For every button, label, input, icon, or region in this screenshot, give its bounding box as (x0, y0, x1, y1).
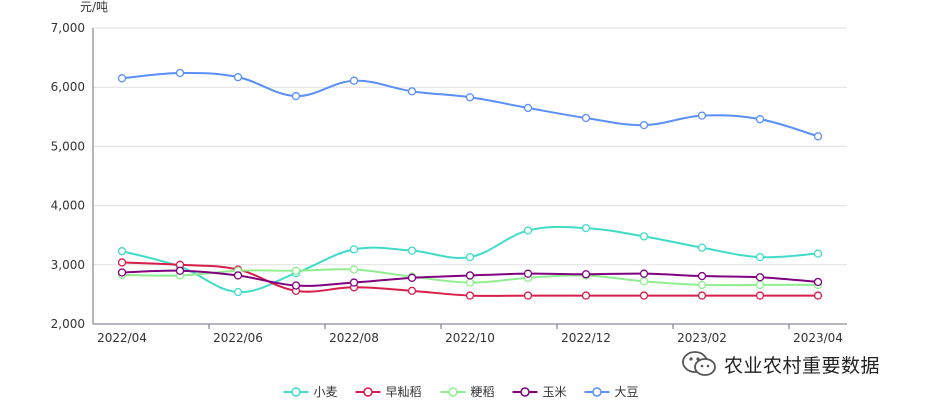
series-4 (117, 266, 823, 290)
data-point[interactable] (233, 72, 243, 82)
y-tick-label: 5,000 (51, 139, 85, 153)
data-point[interactable] (639, 291, 649, 300)
data-point[interactable] (117, 247, 127, 256)
data-point[interactable] (523, 103, 533, 113)
data-point[interactable] (349, 278, 359, 287)
data-point[interactable] (523, 291, 533, 300)
data-point[interactable] (755, 252, 765, 262)
data-point[interactable] (407, 246, 417, 255)
data-point[interactable] (813, 132, 823, 141)
legend-marker (448, 387, 458, 397)
y-tick-label: 3,000 (51, 258, 85, 272)
data-point[interactable] (465, 93, 475, 102)
series-line (121, 71, 819, 138)
y-axis: 2,000 3,000 4,000 5,000 6,000 7,000 (51, 21, 94, 331)
data-point[interactable] (117, 268, 127, 277)
data-point[interactable] (813, 277, 823, 287)
legend-item[interactable]: 大豆 (584, 385, 639, 399)
x-tick-label: 2022/12 (561, 331, 611, 345)
data-point[interactable] (407, 87, 417, 96)
data-point[interactable] (349, 76, 359, 85)
series-1 (117, 223, 823, 297)
data-point[interactable] (291, 266, 301, 275)
data-point[interactable] (465, 278, 475, 287)
y-tick-label: 7,000 (51, 21, 85, 35)
x-tick-label: 2022/06 (213, 331, 263, 345)
data-point[interactable] (465, 252, 475, 262)
data-point[interactable] (465, 291, 475, 300)
data-point[interactable] (581, 291, 591, 300)
series-group (117, 68, 823, 300)
legend: 小麦 早籼稻 粳稻 玉米 大豆 (283, 385, 639, 399)
data-point[interactable] (407, 286, 417, 295)
x-tick-label: 2023/02 (677, 331, 727, 345)
data-point[interactable] (117, 258, 127, 267)
y-tick-label: 6,000 (51, 80, 85, 94)
data-point[interactable] (175, 68, 185, 78)
data-point[interactable] (697, 271, 707, 281)
data-point[interactable] (755, 280, 765, 290)
data-point[interactable] (523, 226, 533, 235)
data-point[interactable] (349, 245, 359, 254)
data-point[interactable] (639, 232, 649, 241)
data-point[interactable] (697, 291, 707, 300)
legend-item[interactable]: 小麦 (283, 385, 338, 399)
legend-label: 大豆 (615, 385, 639, 399)
data-point[interactable] (639, 277, 649, 286)
data-point[interactable] (175, 266, 185, 275)
legend-marker (363, 387, 373, 397)
legend-marker (520, 387, 530, 397)
legend-item[interactable]: 早籼稻 (355, 385, 422, 399)
data-point[interactable] (117, 74, 127, 83)
data-point[interactable] (581, 270, 591, 279)
legend-label: 早籼稻 (386, 385, 422, 399)
series-5 (117, 68, 823, 141)
y-tick-label: 2,000 (51, 317, 85, 331)
data-point[interactable] (639, 120, 649, 130)
data-point[interactable] (233, 287, 243, 297)
legend-marker (291, 387, 301, 397)
grid (93, 27, 847, 266)
wechat-icon (682, 351, 716, 376)
data-point[interactable] (523, 269, 533, 278)
x-tick-label: 2022/08 (329, 331, 379, 345)
data-point[interactable] (581, 223, 591, 233)
legend-label: 粳稻 (471, 385, 495, 399)
data-point[interactable] (813, 291, 823, 300)
y-axis-unit: 元/吨 (80, 0, 108, 14)
x-tick-label: 2023/04 (793, 331, 843, 345)
watermark: 农业农村重要数据 (680, 348, 880, 380)
legend-item[interactable]: 粳稻 (440, 385, 495, 399)
data-point[interactable] (697, 243, 707, 252)
legend-label: 小麦 (314, 385, 338, 399)
data-point[interactable] (813, 249, 823, 258)
data-point[interactable] (291, 91, 301, 101)
data-point[interactable] (465, 271, 475, 280)
x-axis: 2022/04 2022/06 2022/08 2022/10 2022/12 2023/… (93, 323, 847, 345)
watermark-text: 农业农村重要数据 (724, 354, 881, 377)
data-point[interactable] (581, 113, 591, 123)
x-tick-label: 2022/04 (97, 331, 147, 345)
legend-item[interactable]: 玉米 (512, 385, 567, 399)
data-point[interactable] (639, 269, 649, 278)
y-tick-label: 4,000 (51, 199, 85, 213)
data-point[interactable] (697, 280, 707, 290)
x-tick-label: 2022/10 (445, 331, 495, 345)
data-point[interactable] (291, 281, 301, 290)
legend-label: 玉米 (543, 385, 567, 399)
data-point[interactable] (755, 291, 765, 300)
data-point[interactable] (755, 115, 765, 124)
data-point[interactable] (349, 265, 359, 274)
data-point[interactable] (755, 273, 765, 282)
data-point[interactable] (697, 111, 707, 120)
data-point[interactable] (407, 273, 417, 282)
legend-marker (592, 387, 602, 397)
data-point[interactable] (233, 271, 243, 280)
